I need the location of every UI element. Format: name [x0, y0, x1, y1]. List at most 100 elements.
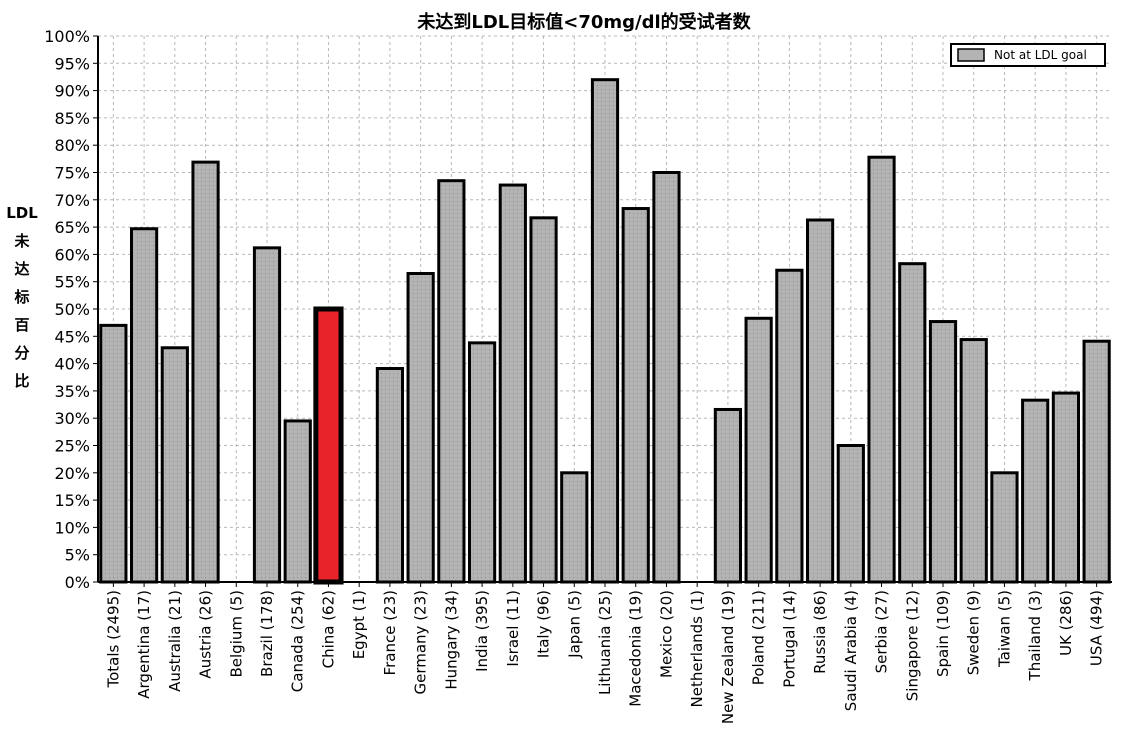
bar-texture	[287, 422, 309, 580]
legend: Not at LDL goal	[950, 43, 1106, 67]
bar-texture	[870, 159, 893, 580]
y-axis-label-part: 百	[14, 316, 29, 334]
legend-box	[950, 43, 1106, 67]
y-tick-label: 100%	[44, 27, 90, 46]
bar-texture	[1086, 343, 1108, 580]
y-tick-label: 55%	[54, 273, 90, 292]
y-tick-label: 45%	[54, 327, 90, 346]
x-tick-label: Egypt (1)	[350, 590, 368, 659]
bar-texture	[532, 219, 555, 580]
x-tick-labels: Totals (2495) Argentina (17) Australia (21…	[104, 590, 1105, 724]
y-axis-label-part: 比	[14, 372, 29, 390]
x-tick-label: Austria (26)	[197, 590, 215, 679]
x-tick-label: Israel (11)	[504, 590, 522, 667]
x-tick-label: USA (494)	[1088, 590, 1106, 666]
x-tick-label: Sweden (9)	[965, 590, 983, 675]
x-tick-label: Singapore (12)	[903, 590, 921, 701]
y-axis-label-part: 分	[14, 344, 29, 362]
x-tick-label: India (395)	[473, 590, 491, 672]
y-tick-label: 40%	[54, 355, 90, 374]
y-tick-label: 85%	[54, 109, 90, 128]
x-tick-label: France (23)	[381, 590, 399, 675]
x-tick-label: Serbia (27)	[873, 590, 891, 673]
x-tick-label: Australia (21)	[166, 590, 184, 692]
bar-texture	[809, 222, 831, 580]
bar-texture	[748, 320, 770, 580]
y-tick-label: 35%	[54, 382, 90, 401]
bar-texture	[164, 349, 186, 580]
bar-texture	[379, 370, 401, 580]
y-tick-label: 15%	[54, 491, 90, 510]
x-tick-label: Italy (96)	[535, 590, 553, 658]
x-tick-label: Thailand (3)	[1026, 590, 1044, 681]
x-tick-label: Germany (23)	[412, 590, 430, 695]
x-tick-label: New Zealand (19)	[719, 590, 737, 724]
y-tick-label: 95%	[54, 54, 90, 73]
y-tick-label: 60%	[54, 245, 90, 264]
x-tick-label: Netherlands (1)	[688, 590, 706, 707]
y-tick-label: 0%	[65, 573, 90, 592]
y-axis-label-part: 标	[13, 288, 29, 306]
bar-texture	[194, 164, 217, 580]
x-tick-label: Taiwan (5)	[995, 590, 1013, 668]
axes	[93, 35, 1112, 587]
x-tick-label: Spain (109)	[934, 590, 952, 677]
x-tick-label: China (62)	[319, 590, 337, 668]
bar-texture	[1024, 402, 1046, 580]
x-tick-label: Belgium (5)	[227, 590, 245, 678]
bar-texture	[901, 265, 923, 580]
x-tick-label: Totals (2495)	[104, 590, 122, 689]
bar-texture	[963, 341, 985, 580]
y-axis-label-part: LDL	[6, 204, 38, 222]
x-tick-label: Macedonia (19)	[627, 590, 645, 707]
bar-texture	[256, 249, 278, 580]
x-tick-label: Hungary (34)	[442, 590, 460, 690]
y-tick-label: 75%	[54, 164, 90, 183]
bar-texture	[778, 272, 800, 580]
y-tick-label: 30%	[54, 409, 90, 428]
bar-texture	[840, 447, 862, 580]
bars	[99, 78, 1111, 585]
bar-texture	[594, 81, 616, 581]
y-tick-label: 20%	[54, 464, 90, 483]
y-tick-label: 10%	[54, 518, 90, 537]
bar-texture	[932, 323, 954, 580]
bar-texture	[625, 210, 647, 580]
bar-texture	[440, 182, 462, 580]
legend-entry: Not at LDL goal	[994, 48, 1087, 62]
y-tick-label: 90%	[54, 82, 90, 101]
x-tick-label: Lithuania (25)	[596, 590, 614, 695]
x-tick-label: Poland (211)	[750, 590, 768, 685]
x-tick-label: Japan (5)	[565, 590, 583, 659]
x-tick-label: Canada (254)	[289, 590, 307, 692]
y-tick-label: 80%	[54, 136, 90, 155]
y-tick-label: 50%	[54, 300, 90, 319]
y-axis-label-part: 未	[13, 232, 30, 250]
y-tick-label: 5%	[65, 546, 90, 565]
bar-texture	[717, 411, 739, 580]
bar-texture	[410, 275, 432, 580]
x-tick-label: Brazil (178)	[258, 590, 276, 677]
legend-swatch	[957, 48, 985, 62]
x-tick-label: Mexico (20)	[657, 590, 675, 678]
y-tick-labels: 0% 5% 10% 15% 20% 25% 30% 35% 40% 45% 50% 55% 60% 65%…	[44, 27, 90, 592]
bar-texture	[502, 187, 524, 581]
y-tick-label: 65%	[54, 218, 90, 237]
x-tick-label: Russia (86)	[811, 590, 829, 674]
y-tick-label: 25%	[54, 437, 90, 456]
bar-texture	[563, 474, 585, 580]
x-tick-label: Portugal (14)	[780, 590, 798, 688]
y-axis-label-part: 达	[14, 260, 29, 278]
x-tick-label: UK (286)	[1057, 590, 1075, 656]
bar-texture	[1055, 395, 1077, 580]
bar-texture	[133, 230, 155, 580]
y-tick-label: 70%	[54, 191, 90, 210]
bar-texture	[102, 327, 124, 580]
bar-china	[313, 306, 344, 585]
chart-title: 未达到LDL目标值<70mg/dl的受试者数	[417, 11, 751, 33]
bar-texture	[471, 344, 493, 580]
bar-texture	[655, 174, 678, 580]
